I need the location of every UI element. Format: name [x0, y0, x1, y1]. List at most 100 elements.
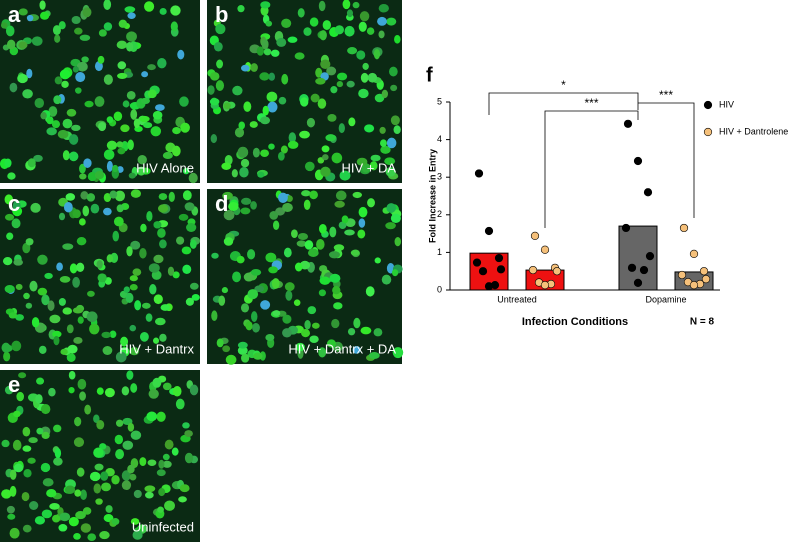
cell	[62, 243, 74, 250]
cell	[7, 513, 16, 520]
cell	[71, 124, 81, 132]
cell	[127, 422, 135, 432]
cell	[179, 96, 189, 107]
cell	[66, 353, 76, 362]
note: N = 8	[690, 317, 715, 328]
cell	[8, 312, 18, 319]
cell	[96, 419, 105, 430]
cell	[72, 276, 80, 288]
cell	[48, 106, 58, 117]
micrograph	[0, 189, 201, 364]
cell	[215, 23, 226, 35]
cell	[209, 98, 220, 106]
cell	[33, 154, 43, 162]
cell	[350, 249, 360, 256]
cell	[1, 489, 12, 499]
legend-marker	[703, 100, 713, 110]
significance-bracket	[544, 110, 639, 228]
cell	[385, 167, 396, 177]
cell	[170, 5, 181, 16]
cell	[97, 55, 105, 64]
cell	[84, 404, 92, 415]
cell	[62, 307, 73, 315]
cell	[129, 284, 138, 291]
cell	[47, 300, 55, 311]
cell	[54, 76, 63, 85]
cell	[276, 37, 287, 47]
cell	[378, 30, 385, 39]
cell	[319, 276, 331, 285]
cell	[53, 457, 63, 466]
cell	[62, 150, 70, 161]
cell	[127, 139, 134, 151]
cell	[335, 190, 347, 201]
cell	[37, 287, 48, 296]
cell	[370, 154, 381, 162]
cell	[13, 463, 23, 473]
cell	[31, 36, 43, 46]
legend-marker	[703, 127, 713, 137]
cell	[364, 124, 375, 133]
cell	[134, 300, 142, 311]
cell	[373, 328, 383, 337]
cell	[133, 118, 140, 129]
cell	[51, 120, 61, 129]
cell	[87, 533, 97, 542]
cell	[331, 318, 340, 329]
cell	[297, 232, 309, 241]
cell	[393, 125, 401, 134]
micrograph	[207, 0, 402, 183]
cell	[9, 469, 17, 480]
cell	[80, 191, 89, 200]
cell	[115, 351, 127, 363]
cell	[296, 240, 307, 247]
cell	[109, 190, 118, 199]
y-tick-label: 3	[437, 172, 442, 182]
data-point	[639, 265, 649, 275]
cell	[223, 209, 235, 221]
cell	[272, 310, 281, 317]
cell	[130, 240, 141, 250]
cell	[326, 66, 337, 76]
cell	[103, 22, 113, 31]
cell	[283, 247, 292, 258]
cell	[130, 430, 142, 440]
cell	[333, 302, 343, 310]
cell	[247, 289, 259, 300]
cell	[156, 469, 166, 477]
cell	[182, 167, 190, 175]
cell	[145, 313, 153, 322]
cell	[391, 269, 399, 277]
cell	[59, 512, 71, 522]
cell	[106, 140, 118, 150]
cell	[189, 239, 197, 249]
legend-label: HIV + Dantrolene	[719, 126, 788, 136]
cell	[13, 410, 21, 418]
cell	[347, 327, 356, 336]
cell	[59, 69, 71, 80]
cell	[37, 254, 48, 265]
cell	[339, 170, 351, 181]
cell	[171, 145, 181, 157]
cell	[158, 193, 168, 201]
panel-letter: d	[215, 191, 228, 216]
cell	[344, 229, 355, 236]
cell	[284, 282, 295, 291]
legend-label: HIV	[719, 99, 734, 109]
cell	[71, 15, 81, 25]
cell	[189, 282, 199, 290]
cell	[57, 129, 69, 139]
cell	[152, 110, 163, 120]
cell	[297, 8, 305, 18]
panel-caption: HIV + DA	[341, 160, 396, 175]
cell	[25, 302, 33, 309]
cell	[26, 14, 34, 22]
cell	[140, 223, 147, 233]
cell	[215, 80, 225, 92]
cell	[294, 262, 303, 272]
cell	[180, 122, 190, 133]
cell	[360, 72, 369, 83]
cell	[268, 72, 276, 81]
cell	[87, 290, 95, 297]
